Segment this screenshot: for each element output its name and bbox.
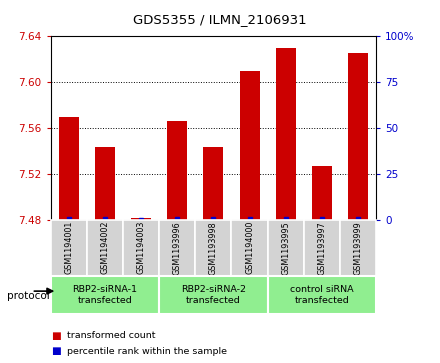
Text: RBP2-siRNA-1
transfected: RBP2-siRNA-1 transfected [72,285,137,305]
Bar [131,219,151,220]
Bar [51,276,159,314]
Bar [123,220,159,276]
Bar [51,220,87,276]
Text: GSM1193995: GSM1193995 [281,221,290,275]
Text: GSM1194000: GSM1194000 [245,221,254,274]
Bar [231,220,268,276]
Text: ■: ■ [51,346,60,356]
Bar [87,220,123,276]
Bar [268,220,304,276]
Bar [59,117,79,220]
Text: RBP2-siRNA-2
transfected: RBP2-siRNA-2 transfected [181,285,246,305]
Text: GSM1194003: GSM1194003 [136,221,146,274]
Text: GSM1193997: GSM1193997 [317,221,326,275]
Bar [304,220,340,276]
Bar [268,276,376,314]
Bar [167,121,187,220]
Bar [95,147,115,220]
Bar [276,48,296,220]
Bar [159,276,268,314]
Bar [195,220,231,276]
Text: GSM1193999: GSM1193999 [354,221,363,275]
Bar [159,220,195,276]
Bar [203,147,224,220]
Text: GSM1193996: GSM1193996 [173,221,182,274]
Bar [348,53,368,220]
Bar [240,71,260,220]
Text: ■: ■ [51,331,60,341]
Text: protocol: protocol [7,291,49,301]
Text: GSM1193998: GSM1193998 [209,221,218,274]
Bar [312,166,332,220]
Bar [340,220,376,276]
Text: percentile rank within the sample: percentile rank within the sample [67,347,227,356]
Text: GSM1194001: GSM1194001 [64,221,73,274]
Text: transformed count: transformed count [67,331,156,340]
Text: GSM1194002: GSM1194002 [100,221,110,274]
Text: GDS5355 / ILMN_2106931: GDS5355 / ILMN_2106931 [133,13,307,26]
Text: control siRNA
transfected: control siRNA transfected [290,285,354,305]
